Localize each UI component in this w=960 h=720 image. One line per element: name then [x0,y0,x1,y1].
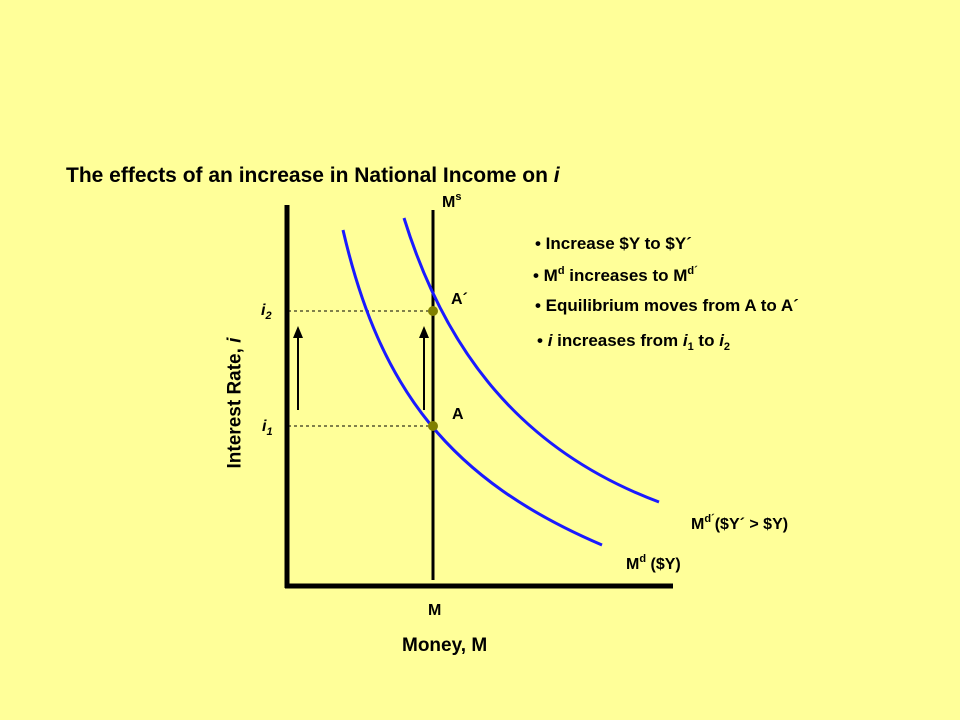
original-rest: ($Y) [646,556,681,573]
i1-tick-label: i1 [262,419,273,438]
bullet-md-increases: • Md increases to Md´ [533,265,698,285]
b4-v2: i [682,331,688,350]
i1-base: i [262,418,267,435]
equilibrium-point-a [428,421,438,431]
i2-tick-label: i2 [261,303,272,322]
bullet-i-increases: • i increases from i1 to i2 [537,332,730,353]
x-axis-tick-m: M [428,602,442,619]
b2-sup2: d´ [687,265,698,277]
ms-base: M [442,194,456,211]
original-demand-label: Md ($Y) [626,554,681,573]
b4-s1: 1 [687,341,694,353]
b4-to: to [693,331,720,350]
shifted-base: M [691,516,705,533]
b2-mid: increases to M [564,266,688,285]
b4-mid: increases from [552,331,683,350]
bullet-increase-income: • Increase $Y to $Y´ [535,234,692,253]
x-axis-label: Money, M [402,635,488,656]
shifted-rest: ($Y´ > $Y) [714,516,789,533]
y-axis-label-text: Interest Rate, [224,342,246,469]
i2-sub: 2 [265,310,272,322]
title-variable: i [553,164,560,187]
ms-sup: s [455,191,462,203]
money-demand-curve-shifted [402,217,660,504]
equilibrium-point-a-prime [428,306,438,316]
original-base: M [626,556,640,573]
i1-sub: 1 [266,426,273,438]
b4-pre: • [537,331,548,350]
b2-sup1: d [557,265,565,277]
y-axis-label: Interest Rate, i [224,337,246,469]
bullet-equilibrium-moves: • Equilibrium moves from A to A´ [535,296,799,315]
title-text: The effects of an increase in National I… [66,164,554,187]
point-label-a: A [452,406,464,423]
original-sup: d [639,553,647,565]
b2-pre: • M [533,266,558,285]
left-up-arrow-head [293,326,303,338]
right-up-arrow-head [419,326,429,338]
page-title: The effects of an increase in National I… [66,165,560,186]
b4-v1: i [547,331,553,350]
shifted-demand-label: Md´($Y´ > $Y) [691,514,788,533]
point-label-a-prime: A´ [451,291,468,308]
b4-v3: i [719,331,724,350]
y-axis-label-var: i [224,337,246,343]
i2-base: i [261,302,266,319]
money-supply-label: Ms [442,192,461,211]
b4-s2: 2 [723,341,731,353]
shifted-sup: d´ [704,513,715,525]
